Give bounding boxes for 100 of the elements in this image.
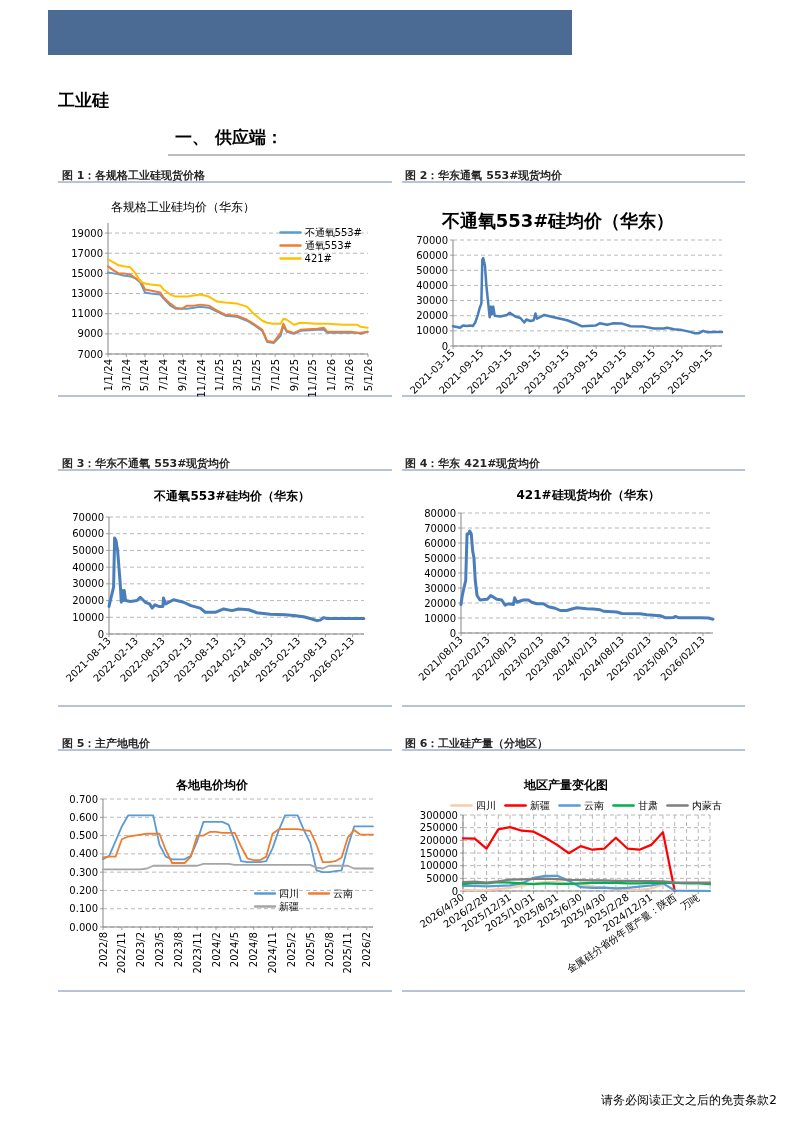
y-tick-label: 300000	[419, 809, 458, 821]
y-tick-label: 20000	[416, 310, 448, 322]
y-tick-label: 7000	[77, 348, 103, 360]
caption: 图 6：工业硅产量（分地区）	[405, 737, 549, 750]
x-tick-label: 2024/2	[210, 932, 222, 968]
y-tick-label: 0.100	[69, 903, 98, 915]
y-tick-label: 50000	[72, 544, 104, 556]
y-tick-label: 200000	[419, 834, 458, 846]
x-tick-label: 2024/5	[229, 932, 241, 968]
legend-label: 通氧553#	[304, 240, 352, 251]
y-tick-label: 0.300	[69, 866, 98, 878]
y-tick-label: 100000	[419, 860, 458, 872]
legend-label: 云南	[333, 888, 353, 899]
x-tick-label: 2024/11	[267, 932, 279, 974]
y-tick-label: 0.500	[69, 830, 98, 842]
x-tick-label: 2025/2	[285, 932, 297, 968]
y-tick-label: 0.200	[69, 884, 98, 896]
x-tick-label: 2024/8	[248, 932, 260, 968]
x-tick-label: 11/1/24	[195, 359, 207, 398]
legend-label: 不通氧553#	[304, 227, 362, 238]
y-tick-label: 0.000	[69, 921, 98, 933]
x-tick-label: 1/1/24	[102, 359, 114, 392]
y-tick-label: 50000	[416, 264, 448, 276]
x-tick-label: 万吨	[678, 891, 702, 912]
x-tick-label: 2023/2	[135, 932, 147, 968]
x-tick-label: 3/1/26	[343, 359, 355, 392]
y-tick-label: 0	[97, 628, 104, 640]
legend-label: 新疆	[529, 800, 550, 811]
y-tick-label: 60000	[72, 528, 104, 540]
caption: 图 3：华东不通氧 553#现货均价	[62, 457, 231, 470]
x-tick-label: 2023/8	[172, 932, 184, 968]
page-title: 工业硅	[58, 90, 109, 110]
y-tick-label: 0	[449, 627, 456, 639]
caption: 图 4：华东 421#现货均价	[405, 457, 541, 470]
chart-title: 地区产量变化图	[524, 778, 608, 792]
y-tick-label: 50000	[424, 552, 456, 564]
y-tick-label: 50000	[426, 872, 458, 884]
y-tick-label: 40000	[72, 561, 104, 573]
x-tick-label: 11/1/25	[307, 359, 319, 398]
x-tick-label: 2022/8	[97, 932, 109, 968]
y-tick-label: 10000	[72, 611, 104, 623]
x-tick-label: 5/1/24	[139, 359, 151, 392]
y-tick-label: 70000	[72, 511, 104, 523]
x-tick-label: 2025/8	[323, 932, 335, 968]
y-tick-label: 80000	[424, 507, 456, 519]
y-tick-label: 30000	[72, 578, 104, 590]
y-tick-label: 10000	[424, 612, 456, 624]
x-tick-label: 5/1/26	[362, 359, 374, 392]
annotation: 请务必阅读正文之后的免责条款2	[601, 1093, 777, 1107]
y-tick-label: 70000	[424, 522, 456, 534]
legend-label: 421#	[304, 253, 332, 264]
y-tick-label: 0.400	[69, 848, 98, 860]
y-tick-label: 0.700	[69, 793, 98, 805]
y-tick-label: 40000	[416, 279, 448, 291]
x-tick-label: 1/1/26	[325, 359, 337, 392]
page-subtitle: 一、 供应端：	[175, 127, 283, 147]
y-tick-label: 20000	[424, 597, 456, 609]
y-tick-label: 10000	[416, 325, 448, 337]
y-tick-label: 150000	[419, 847, 458, 859]
y-tick-label: 60000	[416, 249, 448, 261]
y-tick-label: 0	[451, 885, 458, 897]
x-tick-label: 9/1/24	[177, 359, 189, 392]
chart-title: 各规格工业硅均价（华东）	[111, 200, 255, 214]
caption: 图 5：主产地电价	[62, 737, 151, 750]
y-tick-label: 11000	[71, 308, 103, 320]
y-tick-label: 20000	[72, 595, 104, 607]
y-tick-label: 17000	[71, 247, 103, 259]
chart-title: 421#硅现货均价（华东）	[516, 488, 660, 502]
legend-label: 四川	[475, 800, 496, 811]
chart-title: 不通氧553#硅均价（华东）	[154, 489, 310, 503]
legend-label: 云南	[583, 800, 604, 811]
y-tick-label: 19000	[71, 227, 103, 239]
y-tick-label: 15000	[71, 267, 103, 279]
x-tick-label: 3/1/24	[120, 359, 132, 392]
y-tick-label: 30000	[416, 295, 448, 307]
caption: 图 1：各规格工业硅现货价格	[62, 169, 206, 182]
x-tick-label: 2026/2	[361, 932, 373, 968]
legend-label: 新疆	[279, 901, 299, 912]
y-tick-label: 70000	[416, 234, 448, 246]
y-tick-label: 13000	[71, 288, 103, 300]
caption: 图 2：华东通氧 553#现货均价	[405, 169, 563, 182]
chart-title: 各地电价均价	[176, 778, 248, 792]
x-tick-label: 5/1/25	[251, 359, 262, 392]
legend-label: 内蒙古	[691, 800, 722, 811]
x-tick-label: 1/1/25	[214, 359, 226, 392]
y-tick-label: 60000	[424, 537, 456, 549]
y-tick-label: 0.600	[69, 811, 98, 823]
x-tick-label: 2025/5	[304, 932, 316, 968]
x-tick-label: 3/1/25	[232, 359, 244, 392]
x-tick-label: 9/1/25	[288, 359, 300, 392]
x-tick-label: 7/1/25	[269, 359, 281, 392]
x-tick-label: 2023/5	[154, 932, 165, 968]
x-tick-label: 2025/11	[342, 932, 354, 974]
x-tick-label: 2023/11	[191, 932, 203, 974]
y-tick-label: 30000	[424, 582, 456, 594]
y-tick-label: 250000	[419, 822, 458, 834]
y-tick-label: 9000	[77, 328, 103, 340]
y-tick-label: 40000	[424, 567, 456, 579]
x-tick-label: 7/1/24	[158, 359, 170, 392]
y-tick-label: 0	[441, 340, 448, 352]
